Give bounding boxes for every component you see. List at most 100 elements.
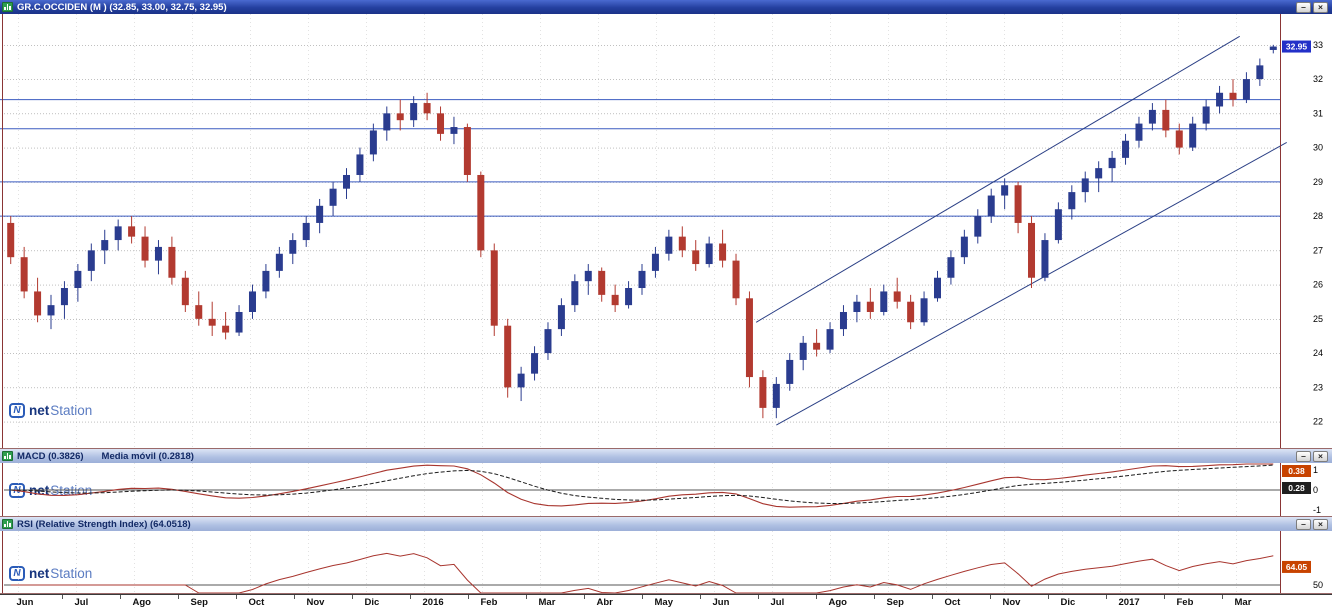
macd-signal-line	[10, 464, 1274, 504]
candle-body	[893, 291, 901, 302]
candle-body	[463, 127, 471, 175]
candle-body	[1202, 106, 1210, 124]
candle-body	[571, 281, 579, 306]
macd-pane-title: MACD (0.3826)	[17, 450, 84, 462]
time-axis-tick	[584, 595, 585, 599]
time-label: Nov	[306, 597, 325, 608]
candle-body	[1068, 192, 1076, 210]
time-label: Ago	[828, 597, 847, 608]
candle-body	[974, 216, 982, 237]
time-axis-tick	[120, 595, 121, 599]
time-axis-tick	[410, 595, 411, 599]
time-label: Oct	[248, 597, 265, 608]
time-axis-tick	[816, 595, 817, 599]
candle-body	[665, 236, 673, 254]
candle-body	[826, 329, 834, 350]
candle-body	[289, 240, 297, 254]
price-tick-label: 28	[1313, 211, 1323, 221]
price-tick-label: 31	[1313, 108, 1323, 118]
window-controls: – ×	[1296, 518, 1330, 530]
price-tick-label: 22	[1313, 417, 1323, 427]
time-axis-tick	[1048, 595, 1049, 599]
candle-body	[101, 240, 109, 251]
time-label: Oct	[944, 597, 961, 608]
price-pane-title: GR.C.OCCIDEN (M ) (32.85, 33.00, 32.75, …	[17, 1, 227, 13]
price-tick-label: 32	[1313, 74, 1323, 84]
time-label: Abr	[596, 597, 613, 608]
window-controls: – ×	[1296, 1, 1330, 13]
minimize-button[interactable]: –	[1296, 518, 1311, 530]
candle-body	[759, 377, 767, 408]
svg-text:32.95: 32.95	[1286, 42, 1308, 52]
candle-body	[128, 226, 136, 237]
time-axis-tick	[642, 595, 643, 599]
candle-body	[47, 305, 55, 316]
candle-body	[423, 103, 431, 114]
macd-pane-titlebar[interactable]: MACD (0.3826) Media móvil (0.2818) – ×	[0, 449, 1332, 463]
candle-body	[20, 257, 28, 292]
candle-body	[853, 301, 861, 312]
rsi-chart[interactable]: 50 64.05	[0, 531, 1332, 594]
minimize-button[interactable]: –	[1296, 1, 1311, 13]
candle-body	[262, 270, 270, 292]
time-axis[interactable]: Jun Jul Ago Sep Oct Nov Dic 2016 Feb Mar Abr May Jun…	[0, 594, 1332, 610]
close-button[interactable]: ×	[1313, 518, 1328, 530]
time-axis-tick	[178, 595, 179, 599]
rsi-pane-title: RSI (Relative Strength Index) (64.0518)	[17, 518, 191, 530]
candle-body	[745, 298, 753, 378]
value-tag	[1282, 482, 1311, 494]
candle-body	[74, 270, 82, 289]
candle-body	[732, 260, 740, 299]
candle-body	[1162, 109, 1170, 131]
macd-chart[interactable]: 1 0 -1 0.38 0.28	[0, 463, 1332, 517]
time-label: Sep	[190, 597, 208, 608]
candle-body	[383, 113, 391, 131]
candle-body	[611, 294, 619, 306]
candles	[7, 44, 1277, 419]
candle-body	[1256, 65, 1264, 80]
candle-body	[168, 246, 176, 278]
time-label: 2016	[422, 597, 444, 608]
time-axis-tick	[236, 595, 237, 599]
time-axis-tick	[700, 595, 701, 599]
price-pane-titlebar[interactable]: GR.C.OCCIDEN (M ) (32.85, 33.00, 32.75, …	[0, 0, 1332, 14]
rsi-pane-titlebar[interactable]: RSI (Relative Strength Index) (64.0518) …	[0, 517, 1332, 531]
time-axis-tick	[1106, 595, 1107, 599]
candle-body	[114, 226, 122, 241]
minimize-button[interactable]: –	[1296, 450, 1311, 462]
candle-body	[248, 291, 256, 312]
candle-body	[329, 188, 337, 206]
candle-body	[154, 246, 162, 261]
time-axis-tick	[352, 595, 353, 599]
candle-body	[1041, 240, 1049, 278]
price-tick-label: 23	[1313, 382, 1323, 392]
time-label: Sep	[886, 597, 904, 608]
time-axis-tick	[468, 595, 469, 599]
candle-body	[1216, 92, 1224, 107]
candle-body	[987, 195, 995, 217]
close-button[interactable]: ×	[1313, 1, 1328, 13]
price-tick-label: 33	[1313, 40, 1323, 50]
candle-body	[1014, 185, 1022, 223]
macd-tick-label: 0	[1313, 485, 1318, 495]
close-button[interactable]: ×	[1313, 450, 1328, 462]
netstation-logo-icon: N	[9, 566, 25, 581]
price-tick-label: 25	[1313, 314, 1323, 324]
candle-body	[1108, 157, 1116, 169]
time-label: Dic	[364, 597, 380, 608]
candle-body	[87, 250, 95, 271]
candle-body	[1054, 209, 1062, 241]
time-label: Ago	[132, 597, 151, 608]
candle-body	[1175, 130, 1183, 148]
chart-icon	[2, 2, 13, 12]
price-chart[interactable]: 22 23 24 25 26 27 28 29 30 31 32 33 32.95	[0, 14, 1332, 449]
candle-body	[356, 154, 364, 175]
time-axis-tick	[1222, 595, 1223, 599]
candle-body	[477, 174, 485, 251]
candle-body	[584, 270, 592, 282]
candle-body	[625, 288, 633, 306]
candle-body	[316, 205, 324, 223]
window-controls: – ×	[1296, 450, 1330, 462]
candle-body	[557, 305, 565, 330]
